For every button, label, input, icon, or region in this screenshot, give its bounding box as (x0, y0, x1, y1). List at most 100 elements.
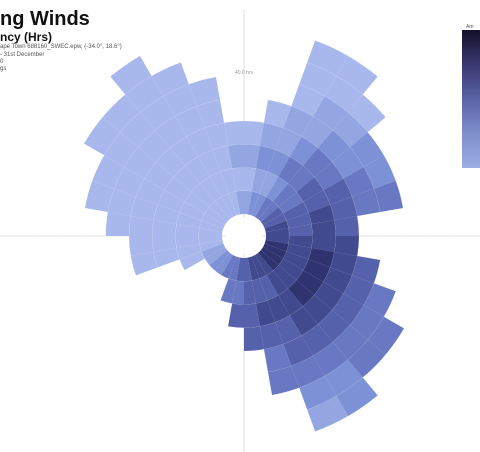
histogram-cell (343, 275, 374, 306)
histogram-cell (265, 228, 290, 236)
histogram-cell (152, 220, 177, 236)
histogram-cell (313, 96, 348, 131)
histogram-cell (204, 247, 228, 266)
histogram-cell (244, 167, 256, 192)
histogram-cell (228, 191, 241, 216)
histogram-cell (288, 165, 315, 192)
histogram-cell (199, 220, 224, 233)
histogram-cell (283, 251, 309, 271)
histogram-cell (185, 156, 210, 184)
histogram-cell (347, 339, 386, 378)
hours-line: 0 (0, 59, 4, 65)
histogram-cell (204, 206, 228, 225)
histogram-cell (130, 251, 158, 276)
histogram-cell (153, 247, 180, 268)
histogram-cell (251, 255, 267, 279)
histogram-cell (258, 250, 279, 271)
histogram-cell (196, 99, 225, 128)
histogram-cell (317, 309, 350, 342)
histogram-cell (209, 171, 229, 197)
histogram-cell (336, 55, 378, 95)
histogram-cell (104, 132, 139, 167)
histogram-cell (307, 40, 348, 77)
histogram-cell (259, 322, 284, 350)
histogram-cell (349, 305, 384, 340)
histogram-cell (363, 155, 396, 189)
histogram-cell (176, 212, 202, 229)
histogram-cell (266, 176, 289, 202)
histogram-cell (323, 267, 353, 294)
histogram-cell (105, 211, 131, 236)
histogram-cell (296, 270, 324, 295)
histogram-cell (332, 324, 368, 360)
histogram-cell (198, 149, 221, 177)
histogram-cell (244, 303, 260, 328)
histogram-cell (92, 155, 125, 189)
ring-circle (198, 190, 290, 282)
histogram-cell (174, 106, 205, 137)
histogram-cell (352, 188, 381, 217)
histogram-cell (349, 132, 384, 167)
histogram-cell (330, 196, 358, 221)
histogram-cell (307, 395, 348, 432)
chart-title: ng Winds (0, 8, 90, 30)
histogram-cell (184, 191, 210, 214)
histogram-cell (199, 176, 222, 202)
histogram-cell (266, 270, 289, 296)
histogram-cell (373, 180, 404, 212)
histogram-cell (343, 166, 374, 197)
histogram-cell (299, 62, 337, 97)
histogram-cell (264, 239, 289, 252)
histogram-cell (209, 250, 230, 271)
histogram-cell (314, 162, 344, 191)
histogram-cell (228, 256, 241, 281)
histogram-cell (163, 84, 197, 117)
ring-circle (82, 74, 406, 398)
histogram-cell (352, 255, 381, 284)
histogram-cell (201, 213, 225, 229)
histogram-cell (363, 283, 396, 317)
ring-circle (105, 97, 383, 375)
histogram-cell (209, 201, 230, 222)
histogram-cell (263, 344, 292, 373)
histogram-cell (179, 251, 205, 271)
histogram-cell (175, 224, 200, 236)
histogram-cell (224, 121, 244, 146)
histogram-cell (302, 294, 333, 325)
histogram-cell (212, 145, 233, 172)
histogram-cell (330, 251, 358, 276)
histogram-cell (251, 278, 268, 304)
histogram-cell (278, 191, 304, 214)
histogram-cell (84, 180, 115, 212)
ring-circle (128, 120, 360, 352)
histogram-cell (317, 130, 350, 163)
histogram-cell (260, 206, 284, 225)
histogram-cell (175, 236, 200, 248)
histogram-cell (314, 281, 344, 310)
histogram-cell (278, 288, 303, 316)
histogram-cell (255, 252, 274, 276)
chart-subtitle: ncy (Hrs) (0, 30, 53, 44)
histogram-cell (198, 236, 223, 244)
histogram-cell (125, 76, 164, 113)
histogram-cell (186, 127, 213, 157)
histogram-cell (296, 177, 324, 202)
histogram-cell (129, 236, 154, 256)
histogram-cell (302, 147, 333, 178)
histogram-cell (191, 183, 215, 207)
histogram-cell (251, 168, 268, 194)
histogram-cell (291, 355, 325, 388)
tick-label-north: 40.0 hrs (235, 70, 254, 76)
histogram-cell (179, 201, 205, 221)
histogram-cell (173, 165, 200, 192)
histogram-cell (267, 149, 290, 177)
histogram-cell (130, 196, 158, 221)
histogram-cell (259, 122, 284, 150)
histogram-cell (275, 315, 302, 345)
location-line: ape Town 688160_SWEC.epw, (-34.0°, 18.6°… (0, 44, 122, 50)
histogram-cell (273, 265, 297, 289)
histogram-cell (260, 247, 284, 266)
histogram-cell (275, 127, 302, 157)
histogram-cell (263, 213, 287, 229)
